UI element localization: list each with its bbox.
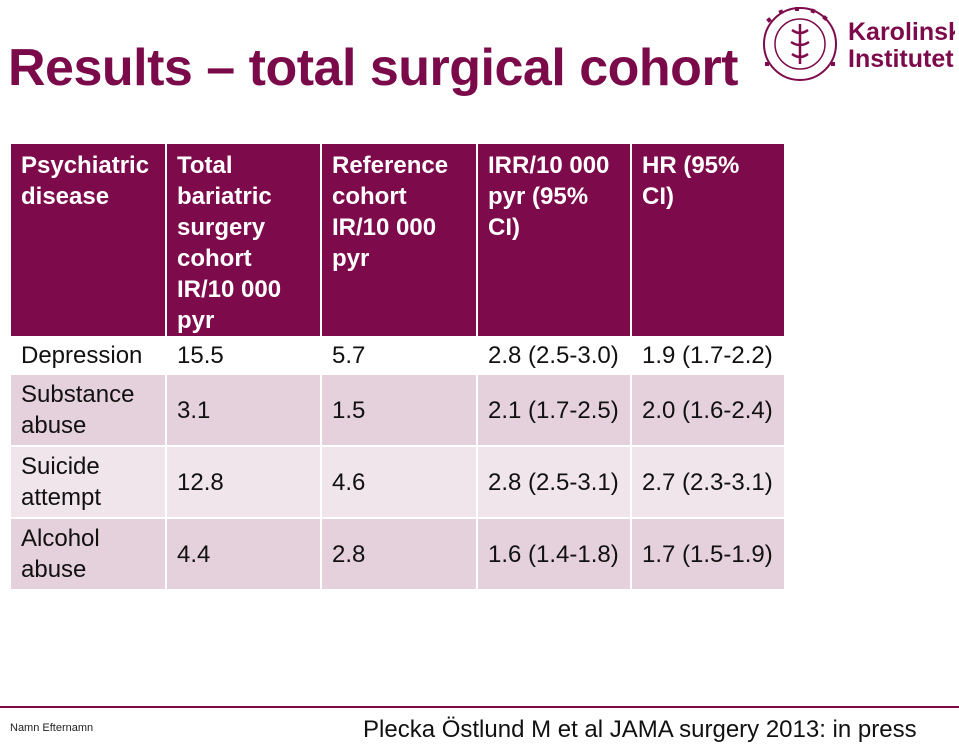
- table-row: Alcohol abuse 4.4 2.8 1.6 (1.4-1.8) 1.7 …: [11, 518, 786, 591]
- cell-surgery-ir: 4.4: [166, 518, 322, 591]
- logo-text-2: Institutet: [848, 45, 954, 73]
- table-header-row: Psychiatric disease Total bariatric surg…: [11, 144, 786, 338]
- table-row: Depression 15.5 5.7 2.8 (2.5-3.0) 1.9 (1…: [11, 337, 786, 375]
- header-reference-cohort: Reference cohort IR/10 000 pyr: [321, 144, 478, 338]
- logo-text-1: Karolinska: [848, 18, 955, 46]
- cell-hr: 2.0 (1.6-2.4): [631, 374, 786, 447]
- header-irr: IRR/10 000 pyr (95% CI): [477, 144, 632, 338]
- cell-surgery-ir: 12.8: [166, 446, 322, 519]
- header-hr: HR (95% CI): [631, 144, 786, 338]
- header-psychiatric-disease: Psychiatric disease: [11, 144, 167, 338]
- row-label: Depression: [11, 337, 167, 375]
- karolinska-seal-icon: Karolinska Institutet: [763, 7, 959, 81]
- cell-irr: 2.8 (2.5-3.0): [477, 337, 632, 375]
- cell-irr: 2.1 (1.7-2.5): [477, 374, 632, 447]
- slide-title: Results – total surgical cohort: [8, 39, 739, 97]
- header-bariatric-cohort: Total bariatric surgery cohort IR/10 000…: [166, 144, 322, 338]
- cell-irr: 1.6 (1.4-1.8): [477, 518, 632, 591]
- karolinska-logo: Karolinska Institutet: [755, 2, 959, 88]
- footer-author: Namn Efternamn: [10, 722, 94, 734]
- footer-divider: [0, 706, 959, 708]
- cell-reference-ir: 1.5: [321, 374, 478, 447]
- cell-surgery-ir: 15.5: [166, 337, 322, 375]
- cell-reference-ir: 5.7: [321, 337, 478, 375]
- cell-hr: 1.7 (1.5-1.9): [631, 518, 786, 591]
- cell-reference-ir: 4.6: [321, 446, 478, 519]
- row-label: Substance abuse: [11, 374, 167, 447]
- cell-irr: 2.8 (2.5-3.1): [477, 446, 632, 519]
- results-table: Psychiatric disease Total bariatric surg…: [11, 144, 786, 591]
- table-row: Suicide attempt 12.8 4.6 2.8 (2.5-3.1) 2…: [11, 446, 786, 519]
- cell-hr: 2.7 (2.3-3.1): [631, 446, 786, 519]
- cell-reference-ir: 2.8: [321, 518, 478, 591]
- row-label: Suicide attempt: [11, 446, 167, 519]
- row-label: Alcohol abuse: [11, 518, 167, 591]
- cell-hr: 1.9 (1.7-2.2): [631, 337, 786, 375]
- cell-surgery-ir: 3.1: [166, 374, 322, 447]
- table-row: Substance abuse 3.1 1.5 2.1 (1.7-2.5) 2.…: [11, 374, 786, 447]
- footer-citation: Plecka Östlund M et al JAMA surgery 2013…: [363, 716, 917, 743]
